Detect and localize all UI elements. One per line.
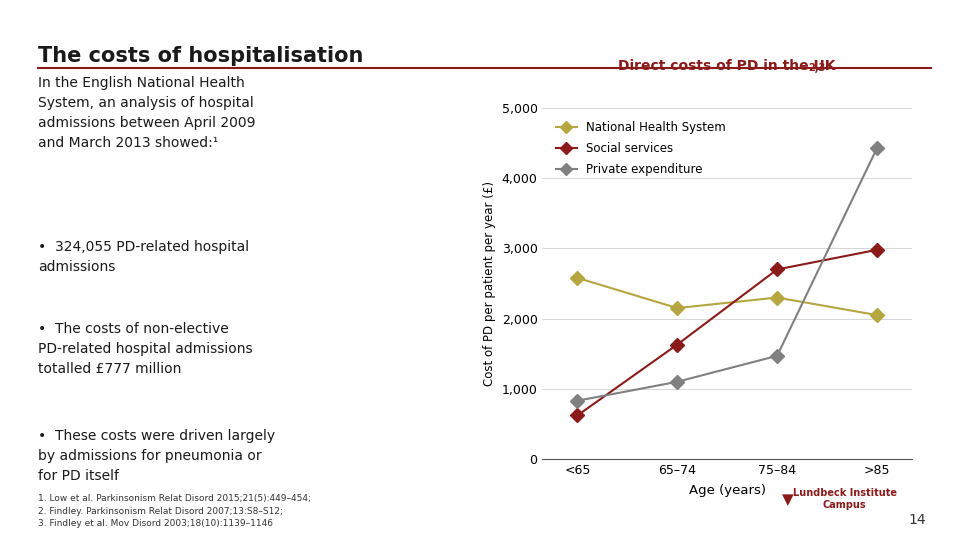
- Text: ▼: ▼: [782, 492, 794, 508]
- Text: The costs of hospitalisation: The costs of hospitalisation: [38, 46, 364, 66]
- Legend: National Health System, Social services, Private expenditure: National Health System, Social services,…: [556, 121, 726, 177]
- Text: 1. Low et al. Parkinsonism Relat Disord 2015;21(5):449–454;
2. Findley. Parkinso: 1. Low et al. Parkinsonism Relat Disord …: [38, 494, 311, 528]
- X-axis label: Age (years): Age (years): [688, 484, 766, 497]
- Text: Lundbeck Institute
Campus: Lundbeck Institute Campus: [793, 488, 897, 510]
- Text: •  The costs of non-elective
PD-related hospital admissions
totalled £777 millio: • The costs of non-elective PD-related h…: [38, 322, 253, 376]
- Text: Direct costs of PD in the UK: Direct costs of PD in the UK: [618, 59, 836, 73]
- Text: •  These costs were driven largely
by admissions for pneumonia or
for PD itself: • These costs were driven largely by adm…: [38, 429, 276, 483]
- Text: 2,3: 2,3: [808, 63, 826, 73]
- Text: 14: 14: [909, 512, 926, 526]
- Y-axis label: Cost of PD per patient per year (£): Cost of PD per patient per year (£): [483, 181, 496, 386]
- Text: •  324,055 PD-related hospital
admissions: • 324,055 PD-related hospital admissions: [38, 240, 250, 274]
- Text: In the English National Health
System, an analysis of hospital
admissions betwee: In the English National Health System, a…: [38, 76, 256, 150]
